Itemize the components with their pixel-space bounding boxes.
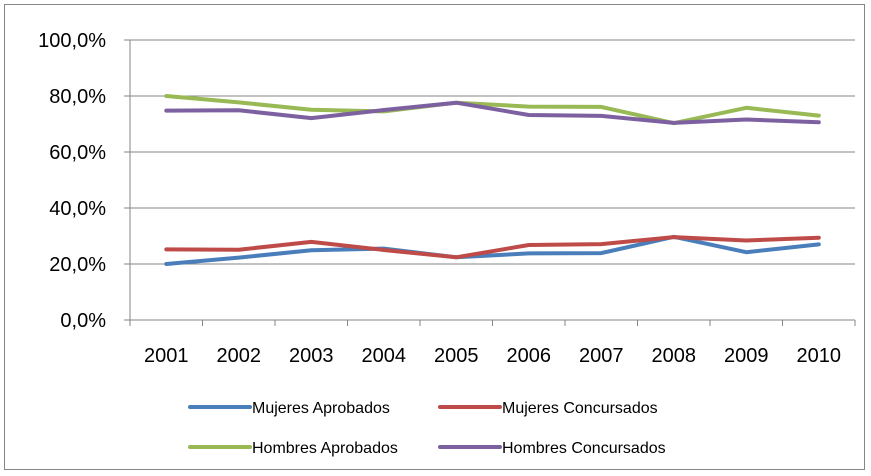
- x-tick-label: 2001: [144, 345, 189, 367]
- axes: 0,0% 20,0% 40,0% 60,0% 80,0% 100,0% 2001 2002 20…: [38, 30, 856, 367]
- y-tick-label: 100,0%: [38, 30, 106, 52]
- x-tick-label: 2007: [579, 345, 624, 367]
- legend: Mujeres Aprobados Mujeres Concursados Homb…: [188, 400, 666, 457]
- x-tick-label: 2003: [289, 345, 334, 367]
- x-tick-label: 2006: [507, 345, 552, 367]
- legend-label: Hombres Concursados: [502, 440, 666, 457]
- legend-label: Mujeres Concursados: [502, 400, 658, 417]
- legend-label: Hombres Aprobados: [252, 440, 398, 457]
- x-tick-label: 2002: [217, 345, 262, 367]
- series-line: [164, 235, 821, 260]
- y-tick-label: 80,0%: [49, 86, 106, 108]
- y-tick-label: 20,0%: [49, 254, 106, 276]
- series-lines: [164, 94, 821, 266]
- x-tick-label: 2008: [652, 345, 697, 367]
- y-tick-label: 40,0%: [49, 198, 106, 220]
- gridlines: [130, 39, 855, 265]
- x-tick-label: 2004: [362, 345, 407, 367]
- series-line: [164, 94, 821, 126]
- x-tick-label: 2009: [724, 345, 769, 367]
- legend-label: Mujeres Aprobados: [252, 400, 390, 417]
- y-tick-label: 60,0%: [49, 142, 106, 164]
- x-tick-label: 2005: [434, 345, 479, 367]
- series-line: [164, 234, 821, 266]
- y-tick-label: 0,0%: [60, 310, 106, 332]
- x-tick-label: 2010: [797, 345, 842, 367]
- series-line: [164, 100, 821, 125]
- chart-area: [4, 4, 865, 470]
